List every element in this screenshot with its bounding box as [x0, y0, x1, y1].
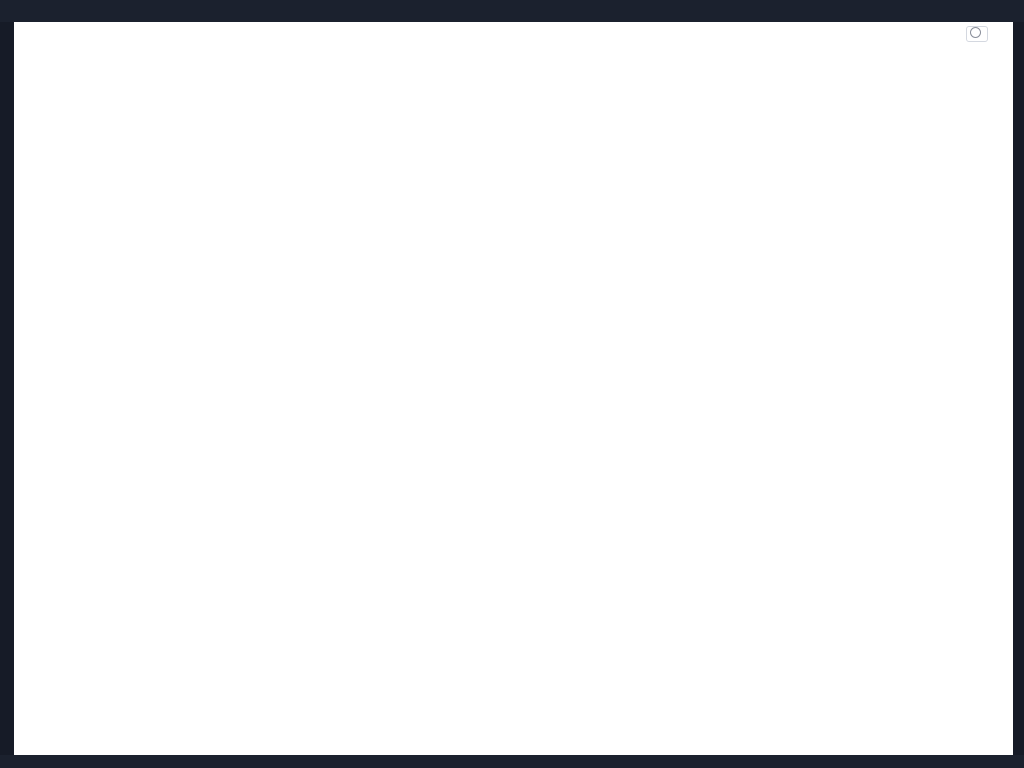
chart-canvas[interactable] [14, 22, 1013, 755]
price-chart-svg[interactable] [14, 22, 1013, 755]
chart-legend [22, 28, 32, 40]
currency-toggle-button[interactable] [966, 26, 988, 42]
dollar-coin-icon [970, 27, 981, 38]
publish-bar [0, 0, 1024, 22]
right-margin-strip [1013, 22, 1024, 755]
footer-bar [0, 755, 1024, 768]
